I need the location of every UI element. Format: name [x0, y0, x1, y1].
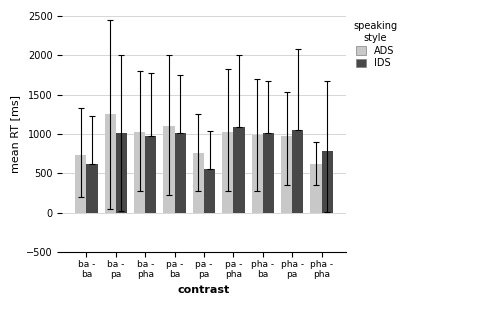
Bar [311, 164, 322, 213]
Bar [281, 136, 292, 213]
Bar [134, 132, 145, 213]
Legend: ADS, IDS: ADS, IDS [353, 21, 397, 68]
Bar [75, 155, 86, 213]
Bar [252, 135, 263, 213]
Bar [263, 133, 274, 213]
Bar [222, 132, 233, 213]
Bar [233, 127, 244, 213]
Bar [322, 151, 333, 213]
Bar [86, 164, 97, 213]
Bar [145, 136, 156, 213]
Bar [175, 133, 186, 213]
Bar [164, 126, 175, 213]
Y-axis label: mean RT [ms]: mean RT [ms] [11, 95, 21, 173]
Bar [193, 153, 204, 213]
X-axis label: contrast: contrast [178, 285, 230, 295]
Bar [292, 130, 303, 213]
Bar [105, 114, 116, 213]
Bar [116, 133, 127, 213]
Bar [204, 169, 215, 213]
